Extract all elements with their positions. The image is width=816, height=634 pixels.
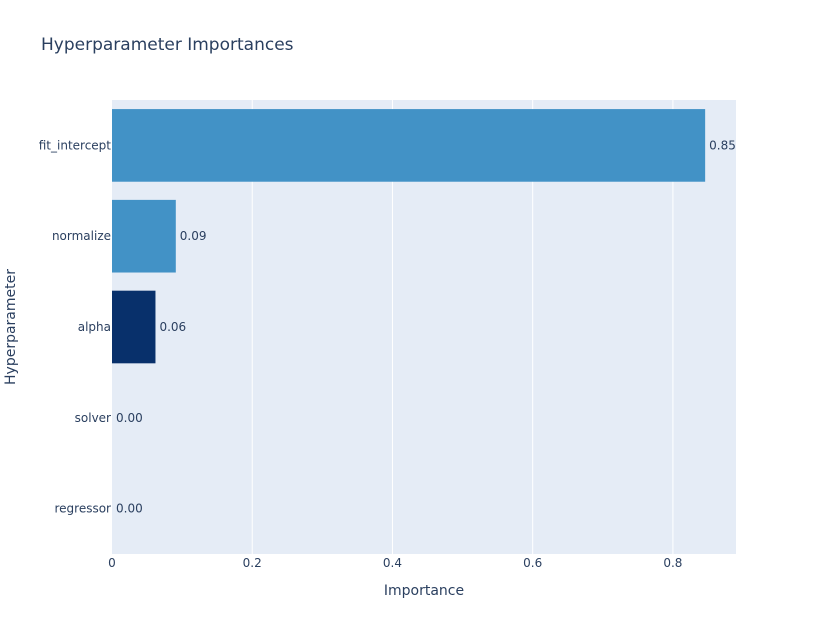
x-tick-label: 0.8: [663, 556, 682, 570]
x-tick-label: 0: [108, 556, 116, 570]
x-tick-label: 0.6: [523, 556, 542, 570]
bar-value-label: 0.00: [116, 411, 143, 425]
bar-value-label: 0.85: [709, 138, 736, 152]
bar-value-label: 0.09: [180, 229, 207, 243]
y-tick-label: fit_intercept: [39, 138, 112, 152]
y-axis-title: Hyperparameter: [3, 269, 19, 385]
bar-value-labels: 0.00 0.00 0.06 0.09 0.85: [116, 138, 736, 515]
chart-title: Hyperparameter Importances: [41, 35, 294, 55]
bar: [112, 109, 706, 182]
y-tick-label: regressor: [54, 502, 111, 516]
y-tick-labels: regressor solver alpha normalize fit_interce…: [39, 138, 112, 515]
bar: [112, 199, 176, 273]
bar-value-label: 0.06: [159, 320, 186, 334]
y-tick-label: solver: [75, 411, 111, 425]
x-tick-labels: 0 0.2 0.4 0.6 0.8: [108, 556, 682, 570]
bar: [112, 290, 156, 364]
x-tick-label: 0.2: [243, 556, 262, 570]
x-axis-title: Importance: [384, 583, 464, 599]
x-tick-label: 0.4: [383, 556, 402, 570]
bars: [112, 109, 706, 364]
y-tick-label: alpha: [78, 320, 111, 334]
bar-value-label: 0.00: [116, 502, 143, 516]
y-tick-label: normalize: [52, 229, 111, 243]
